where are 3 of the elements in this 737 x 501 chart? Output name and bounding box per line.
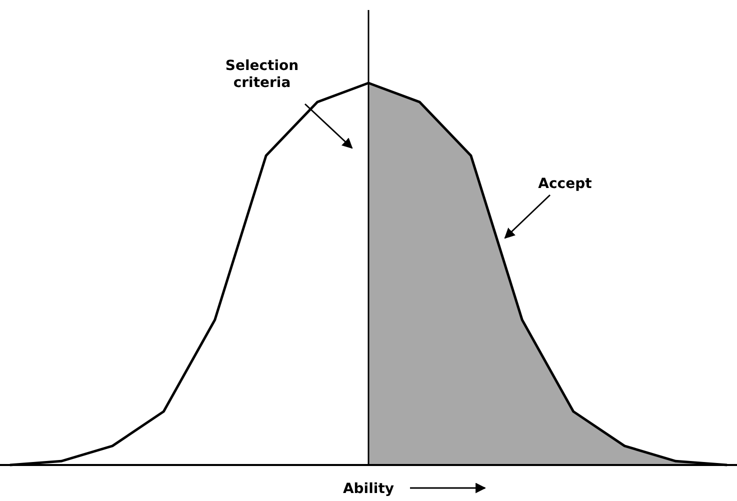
annotation: Accept — [538, 176, 592, 192]
x-axis-title: Ability — [342, 481, 394, 497]
annotation: Selection criteria — [225, 58, 299, 91]
